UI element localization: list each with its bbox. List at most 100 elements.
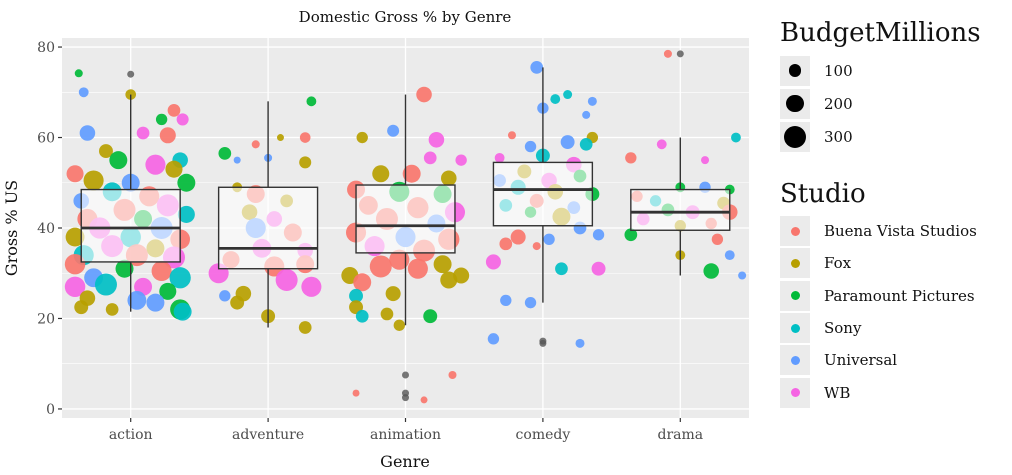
studio-legend-dot bbox=[790, 355, 800, 365]
data-point bbox=[127, 290, 147, 310]
studio-legend-item: Fox bbox=[780, 247, 1010, 279]
data-point bbox=[532, 242, 541, 251]
data-point bbox=[83, 170, 104, 191]
studio-legend-item: Sony bbox=[780, 312, 1010, 344]
studio-legend-label: Sony bbox=[824, 319, 862, 338]
data-point bbox=[151, 260, 172, 282]
data-point bbox=[159, 127, 176, 144]
chart: 0 20 40 60 80 action adventure animation comedy… bbox=[2, 8, 749, 471]
box bbox=[492, 161, 594, 227]
data-point bbox=[738, 271, 747, 280]
outlier-point bbox=[127, 70, 135, 78]
studio-legend-item: Buena Vista Studios bbox=[780, 215, 1010, 247]
x-tick-label: adventure bbox=[232, 427, 304, 443]
studio-legend-key bbox=[780, 313, 810, 344]
data-point bbox=[64, 276, 86, 298]
x-tick-label: drama bbox=[657, 427, 703, 443]
data-point bbox=[74, 300, 89, 315]
boxplot-action bbox=[80, 70, 181, 312]
data-point bbox=[441, 170, 457, 187]
data-point bbox=[276, 134, 284, 142]
data-point bbox=[219, 290, 231, 302]
outlier-point bbox=[676, 50, 684, 58]
data-point bbox=[355, 309, 369, 323]
data-point bbox=[115, 259, 134, 278]
data-point bbox=[105, 303, 119, 316]
data-point bbox=[575, 338, 585, 348]
data-point bbox=[79, 125, 96, 141]
data-point bbox=[663, 49, 672, 58]
data-point bbox=[555, 262, 568, 276]
data-point bbox=[299, 132, 311, 143]
data-point bbox=[530, 61, 544, 74]
data-point bbox=[543, 233, 555, 245]
data-point bbox=[299, 156, 312, 169]
y-tick-label: 40 bbox=[37, 221, 55, 237]
data-point bbox=[592, 229, 605, 241]
data-point bbox=[167, 104, 181, 117]
data-point bbox=[510, 229, 526, 245]
data-point bbox=[393, 319, 405, 331]
data-point bbox=[94, 273, 117, 296]
data-point bbox=[500, 294, 512, 307]
data-point bbox=[524, 140, 537, 153]
y-tick-label: 60 bbox=[37, 131, 55, 147]
data-point bbox=[625, 152, 637, 164]
data-point bbox=[136, 126, 150, 140]
studio-legend-item: Universal bbox=[780, 344, 1010, 376]
studio-legend-dot bbox=[790, 226, 800, 236]
x-axis-title: Genre bbox=[380, 452, 430, 471]
data-point bbox=[440, 271, 458, 289]
data-point bbox=[416, 86, 432, 103]
box bbox=[630, 188, 731, 231]
budget-legend-dot bbox=[784, 125, 806, 148]
boxplot-animation bbox=[355, 94, 456, 402]
data-point bbox=[230, 295, 245, 310]
data-point bbox=[74, 69, 83, 78]
chart-title: Domestic Gross % by Genre bbox=[299, 8, 512, 26]
studio-legend-key bbox=[780, 216, 810, 247]
box bbox=[80, 188, 181, 263]
x-tick-label: action bbox=[109, 427, 153, 443]
data-point bbox=[563, 90, 573, 100]
data-point bbox=[301, 276, 322, 297]
studio-legend-key bbox=[780, 377, 810, 408]
data-point bbox=[165, 160, 183, 178]
data-point bbox=[407, 258, 428, 279]
data-point bbox=[487, 333, 500, 345]
budget-legend-item: 200 bbox=[780, 87, 1010, 120]
data-point bbox=[579, 137, 593, 151]
data-point bbox=[169, 267, 191, 289]
data-point bbox=[455, 154, 467, 166]
boxplot-comedy bbox=[492, 67, 594, 347]
budget-legend-dot bbox=[786, 94, 804, 113]
y-tick-label: 0 bbox=[46, 402, 55, 418]
legend: BudgetMillions 100 200 300 Studio Buena Vi… bbox=[780, 18, 1010, 409]
data-point bbox=[218, 147, 232, 160]
studio-legend-label: WB bbox=[824, 383, 851, 402]
studio-legend-key bbox=[780, 248, 810, 279]
studio-legend-dot bbox=[790, 291, 800, 301]
data-point bbox=[159, 282, 177, 300]
data-point bbox=[591, 261, 606, 276]
y-tick-label: 80 bbox=[37, 40, 55, 56]
data-point bbox=[448, 371, 457, 380]
data-point bbox=[703, 263, 719, 279]
box-plots bbox=[80, 50, 731, 402]
boxplot-drama bbox=[630, 50, 731, 276]
data-point bbox=[173, 302, 192, 321]
studio-legend-label: Paramount Pictures bbox=[824, 286, 975, 305]
studio-legend-dot bbox=[790, 323, 800, 333]
studio-legend-dot bbox=[790, 388, 800, 398]
studio-legend-label: Buena Vista Studios bbox=[824, 222, 977, 241]
data-point bbox=[524, 296, 537, 309]
data-point bbox=[352, 389, 360, 397]
data-point bbox=[177, 173, 196, 192]
data-point bbox=[420, 396, 428, 404]
data-point bbox=[560, 135, 575, 150]
x-axis: action adventure animation comedy drama bbox=[109, 418, 703, 443]
boxplot-adventure bbox=[217, 101, 319, 328]
outlier-point bbox=[402, 394, 409, 402]
data-point bbox=[507, 131, 517, 140]
data-point bbox=[145, 154, 166, 175]
